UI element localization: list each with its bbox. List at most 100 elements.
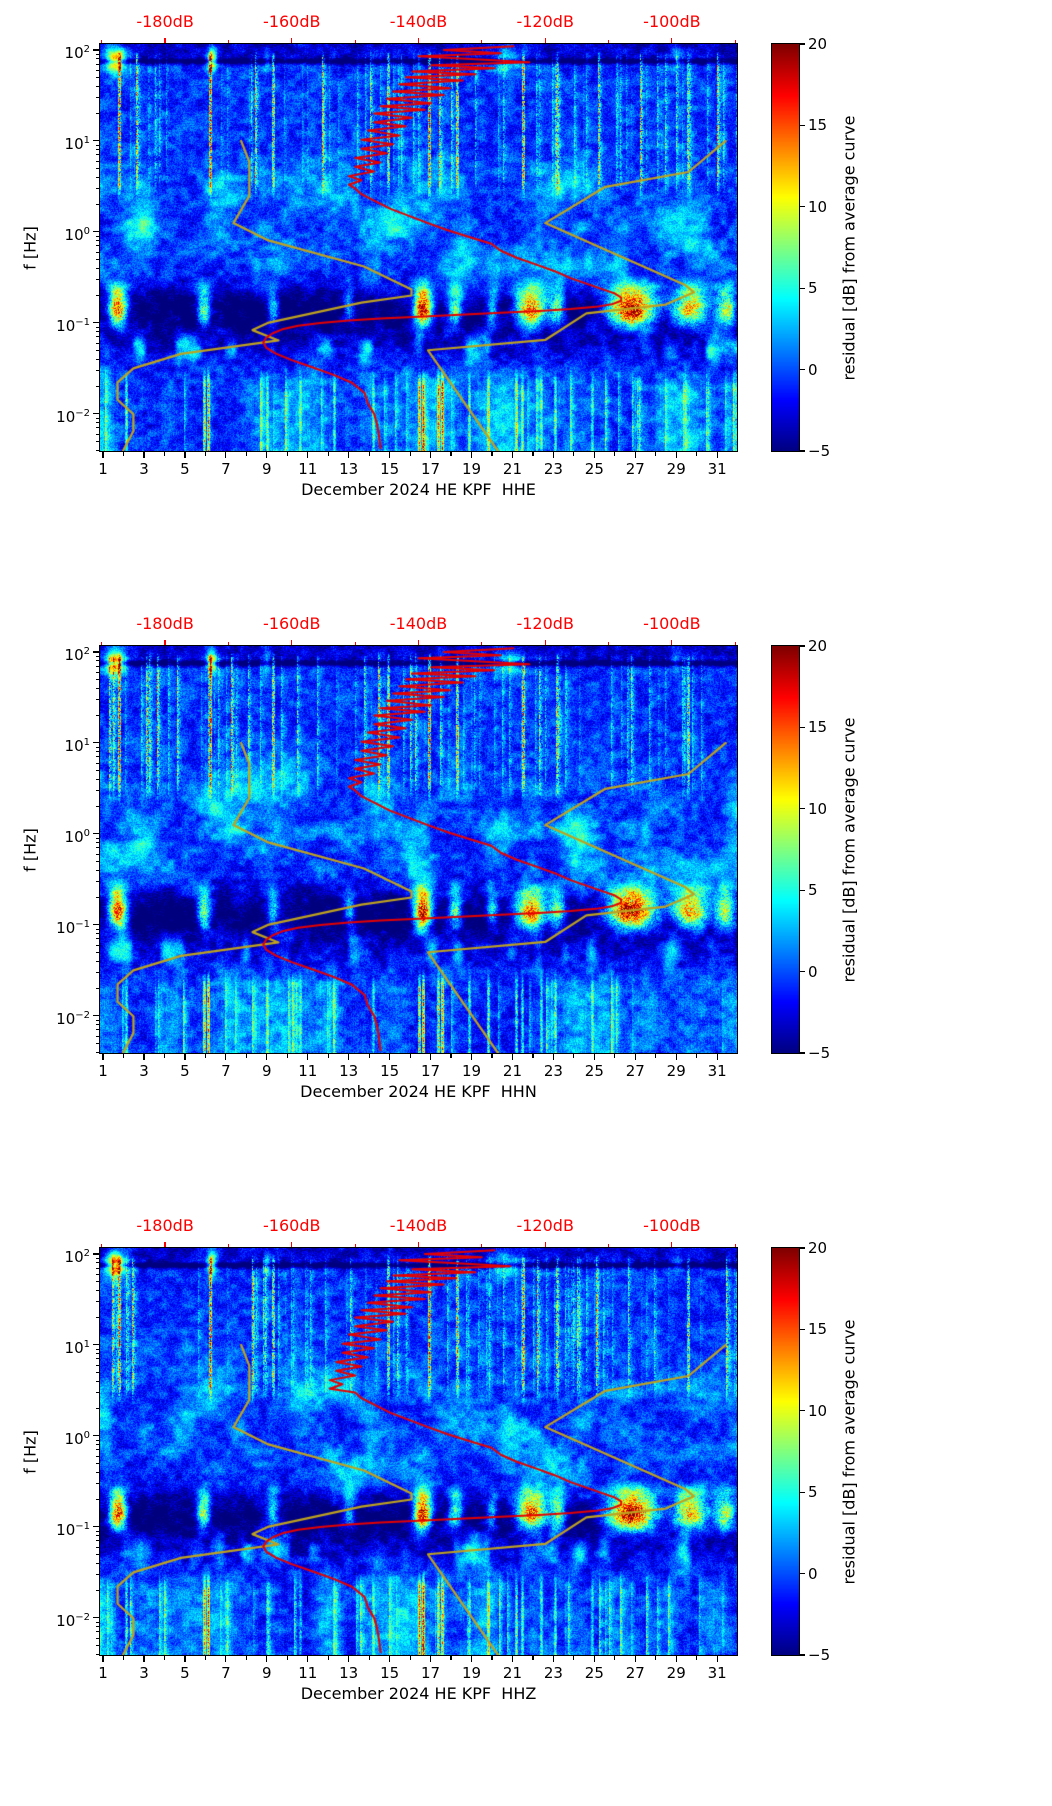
y-minor-tick bbox=[96, 1371, 100, 1373]
x-tick-label: 3 bbox=[139, 1062, 149, 1080]
x-tick bbox=[143, 1656, 145, 1662]
x-tick bbox=[245, 1656, 247, 1660]
y-tick bbox=[93, 833, 100, 835]
y-minor-tick bbox=[96, 427, 100, 429]
x-tick bbox=[266, 1054, 268, 1060]
y-minor-tick bbox=[96, 1444, 100, 1446]
y-minor-tick bbox=[96, 1317, 100, 1318]
top-tick bbox=[227, 1244, 230, 1248]
y-minor-tick bbox=[96, 160, 100, 162]
x-tick-label: 21 bbox=[502, 1664, 522, 1682]
y-tick bbox=[93, 1617, 100, 1619]
y-minor-tick bbox=[96, 149, 100, 151]
x-tick-label: 29 bbox=[666, 1664, 686, 1682]
x-tick bbox=[307, 452, 309, 458]
x-axis-label: December 2024 HE KPF HHN bbox=[300, 1082, 537, 1101]
x-tick-label: 17 bbox=[421, 1664, 441, 1682]
y-minor-tick bbox=[96, 76, 100, 78]
top-tick bbox=[164, 1242, 166, 1248]
y-minor-tick bbox=[96, 440, 100, 442]
y-minor-tick bbox=[96, 853, 100, 855]
x-tick-label: 15 bbox=[380, 460, 400, 478]
top-tick bbox=[227, 40, 230, 44]
x-tick-label: 15 bbox=[380, 1664, 400, 1682]
y-tick-label: 10−2 bbox=[56, 1009, 90, 1028]
y-minor-tick bbox=[96, 1035, 100, 1037]
x-tick-label: 15 bbox=[380, 1062, 400, 1080]
top-tick bbox=[671, 640, 673, 646]
y-minor-tick bbox=[96, 433, 100, 435]
x-tick bbox=[593, 1656, 595, 1662]
x-tick bbox=[286, 1656, 288, 1660]
top-tick bbox=[291, 640, 293, 646]
colorbar-tick-label: 0 bbox=[808, 1564, 818, 1583]
colorbar-tick-label: 20 bbox=[808, 1239, 828, 1257]
y-tick bbox=[93, 742, 100, 744]
y-minor-tick bbox=[96, 1262, 100, 1264]
y-minor-tick bbox=[96, 1353, 100, 1355]
x-tick-label: 1 bbox=[98, 1062, 108, 1080]
colorbar-tick-label: 15 bbox=[808, 1320, 828, 1339]
y-minor-tick bbox=[96, 1644, 100, 1646]
y-minor-tick bbox=[96, 1631, 100, 1633]
x-tick-label: 27 bbox=[625, 1062, 645, 1080]
colorbar-tick-label: −5 bbox=[808, 1646, 831, 1664]
y-minor-tick bbox=[96, 63, 100, 65]
y-minor-tick bbox=[96, 778, 100, 780]
y-minor-tick bbox=[96, 326, 100, 328]
x-tick bbox=[389, 1054, 391, 1060]
y-minor-tick bbox=[96, 1024, 100, 1026]
x-tick-label: 7 bbox=[221, 460, 231, 478]
y-minor-tick bbox=[96, 176, 100, 178]
x-tick-label: 17 bbox=[421, 1062, 441, 1080]
y-minor-tick bbox=[96, 655, 100, 657]
x-tick bbox=[286, 452, 288, 456]
y-minor-tick bbox=[96, 806, 100, 807]
top-tick-label: -120dB bbox=[516, 12, 574, 31]
y-minor-tick bbox=[96, 928, 100, 930]
top-tick bbox=[101, 642, 103, 646]
x-tick bbox=[225, 1054, 227, 1060]
x-tick bbox=[593, 452, 595, 458]
top-tick-label: -120dB bbox=[516, 614, 574, 633]
colorbar-tick bbox=[800, 1328, 805, 1330]
top-tick-label: -180dB bbox=[136, 614, 194, 633]
y-axis-label: f [Hz] bbox=[20, 827, 40, 872]
top-tick-label: -180dB bbox=[136, 12, 194, 31]
colorbar-tick-label: −5 bbox=[808, 442, 831, 460]
y-minor-tick bbox=[96, 951, 100, 953]
y-minor-tick bbox=[96, 1273, 100, 1275]
y-tick-label: 10−1 bbox=[56, 1520, 90, 1539]
spectrogram-panel-hhz: -180dB -160dB -140dB -120dB -100dB 1 3 5 7 9 11 13 1… bbox=[0, 1204, 1052, 1806]
y-minor-tick bbox=[96, 1573, 100, 1575]
x-tick bbox=[143, 452, 145, 458]
y-tick bbox=[93, 413, 100, 415]
x-tick bbox=[511, 452, 514, 458]
x-tick-label: 25 bbox=[584, 1062, 604, 1080]
top-tick bbox=[227, 642, 230, 646]
top-tick-label: -140dB bbox=[389, 1216, 448, 1235]
x-tick bbox=[368, 452, 370, 456]
y-minor-tick bbox=[96, 1530, 100, 1532]
x-tick bbox=[675, 1054, 677, 1060]
y-tick bbox=[93, 1253, 100, 1255]
x-tick-label: 19 bbox=[461, 1664, 482, 1682]
top-tick bbox=[417, 1242, 420, 1248]
x-tick bbox=[225, 452, 227, 458]
y-tick-label: 10−1 bbox=[56, 918, 90, 937]
y-minor-tick bbox=[96, 154, 100, 156]
y-minor-tick bbox=[96, 860, 100, 862]
top-tick-label: -100dB bbox=[643, 614, 701, 633]
x-tick bbox=[511, 1054, 514, 1060]
y-minor-tick bbox=[96, 1391, 100, 1393]
x-tick bbox=[429, 452, 432, 458]
top-tick bbox=[354, 40, 356, 44]
y-minor-tick bbox=[96, 756, 100, 758]
colorbar-tick bbox=[800, 369, 805, 371]
x-tick bbox=[450, 1656, 452, 1660]
x-tick-label: 5 bbox=[180, 460, 190, 478]
colorbar-tick-label: 0 bbox=[808, 962, 818, 981]
x-tick bbox=[327, 1054, 329, 1058]
x-tick-label: 31 bbox=[707, 460, 727, 478]
x-tick bbox=[634, 452, 636, 458]
